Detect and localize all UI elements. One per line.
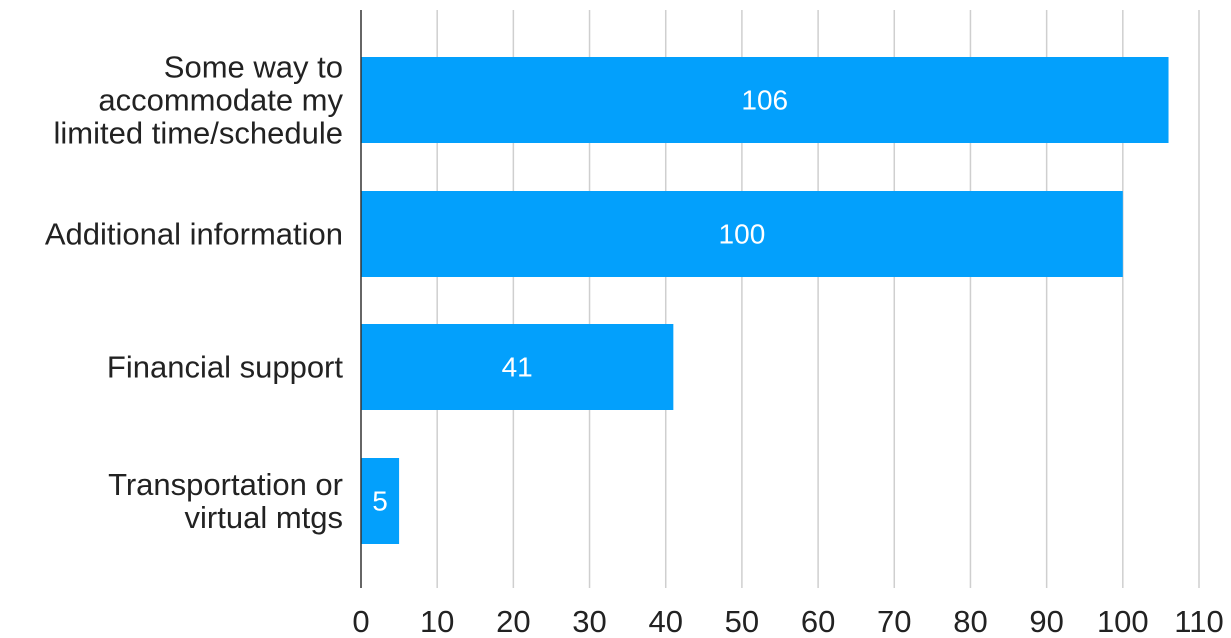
bar-2 <box>361 324 674 410</box>
x-tick-label-20: 20 <box>496 604 530 638</box>
x-tick-label-30: 30 <box>572 604 606 638</box>
x-tick-label-90: 90 <box>1029 604 1063 638</box>
bar-1 <box>361 191 1123 277</box>
x-tick-label-70: 70 <box>877 604 911 638</box>
bars: 106 100 41 5 <box>361 57 1169 544</box>
data-label-1: 100 <box>719 219 766 250</box>
bar-3 <box>361 458 400 544</box>
category-label-3: Transportation or virtual mtgs <box>108 467 343 535</box>
data-label-2: 41 <box>502 352 533 383</box>
category-label-line: Financial support <box>107 350 343 385</box>
category-labels: Some way to accommodate my limited time/sc… <box>45 50 344 536</box>
category-label-line: Additional information <box>45 217 343 252</box>
category-label-line: Some way to <box>164 50 343 85</box>
bar-0 <box>361 57 1169 143</box>
data-label-0: 106 <box>741 85 788 116</box>
x-tick-label-50: 50 <box>725 604 759 638</box>
category-label-line: accommodate my <box>98 83 343 118</box>
category-label-2: Financial support <box>107 350 343 385</box>
x-tick-label-110: 110 <box>1174 604 1223 638</box>
category-label-line: limited time/schedule <box>54 116 343 151</box>
x-tick-label-60: 60 <box>801 604 835 638</box>
data-label-3: 5 <box>372 486 388 517</box>
x-tick-label-10: 10 <box>420 604 454 638</box>
x-tick-label-80: 80 <box>953 604 987 638</box>
x-tick-label-40: 40 <box>648 604 682 638</box>
category-label-1: Additional information <box>45 217 343 252</box>
category-label-0: Some way to accommodate my limited time/sc… <box>54 50 344 151</box>
x-axis-tick-labels: 0 10 20 30 40 50 60 70 80 90 100 110 <box>352 604 1223 638</box>
category-label-line: virtual mtgs <box>185 500 343 535</box>
x-tick-label-100: 100 <box>1097 604 1149 638</box>
category-label-line: Transportation or <box>108 467 343 502</box>
x-tick-label-0: 0 <box>352 604 369 638</box>
